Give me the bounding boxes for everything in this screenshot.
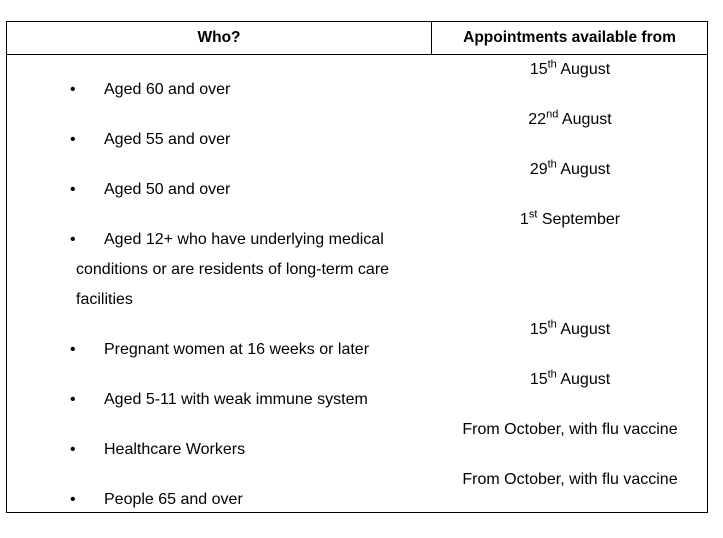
appointment-date: From October, with flu vaccine xyxy=(430,420,710,440)
who-text: Pregnant women at 16 weeks or later xyxy=(104,341,370,358)
bullet-icon: • xyxy=(70,441,76,458)
date-month: September xyxy=(537,211,621,228)
table-header: Who? Appointments available from xyxy=(7,22,707,55)
date-month: August xyxy=(556,161,611,178)
date-day: 15 xyxy=(529,61,548,78)
date-day: From October, with flu vaccine xyxy=(462,471,678,488)
bullet-icon: • xyxy=(70,131,76,148)
who-text: Aged 12+ who have underlying medical xyxy=(104,231,384,248)
header-who: Who? xyxy=(7,22,432,54)
appointment-date: 15th August xyxy=(430,318,710,340)
bullet-icon: • xyxy=(70,81,76,98)
date-month: August xyxy=(556,371,611,388)
appointment-date: From October, with flu vaccine xyxy=(430,470,710,490)
date-month: August xyxy=(556,61,611,78)
who-text: conditions or are residents of long-term… xyxy=(76,261,390,278)
appointment-date: 15th August xyxy=(430,368,710,390)
who-text: Aged 55 and over xyxy=(104,131,231,148)
date-day: 15 xyxy=(529,371,548,388)
who-text: Healthcare Workers xyxy=(104,441,246,458)
bullet-icon: • xyxy=(70,341,76,358)
date-day: 29 xyxy=(529,161,548,178)
header-appointments: Appointments available from xyxy=(463,29,676,46)
appointment-date: 22nd August xyxy=(430,108,710,130)
date-day: 1 xyxy=(519,211,529,228)
who-text: Aged 5-11 with weak immune system xyxy=(104,391,368,408)
date-suffix: th xyxy=(547,58,557,71)
bullet-icon: • xyxy=(70,231,76,248)
bullet-icon: • xyxy=(70,181,76,198)
date-day: 22 xyxy=(528,111,547,128)
date-day: From October, with flu vaccine xyxy=(462,421,678,438)
bullet-icon: • xyxy=(70,391,76,408)
date-month: August xyxy=(556,321,611,338)
who-text: facilities xyxy=(76,291,133,308)
date-month: August xyxy=(558,111,612,128)
appointment-date: 1st September xyxy=(430,208,710,230)
date-day: 15 xyxy=(529,321,548,338)
appointment-date: 15th August xyxy=(430,58,710,80)
eligibility-table: Who? Appointments available from xyxy=(6,21,708,513)
date-suffix: th xyxy=(547,368,557,381)
date-suffix: nd xyxy=(546,108,559,121)
date-suffix: st xyxy=(528,208,538,221)
who-text: People 65 and over xyxy=(104,491,243,508)
date-suffix: th xyxy=(547,318,557,331)
date-suffix: th xyxy=(547,158,557,171)
who-text: Aged 60 and over xyxy=(104,81,231,98)
bullet-icon: • xyxy=(70,491,76,508)
appointment-date: 29th August xyxy=(430,158,710,180)
who-text: Aged 50 and over xyxy=(104,181,231,198)
